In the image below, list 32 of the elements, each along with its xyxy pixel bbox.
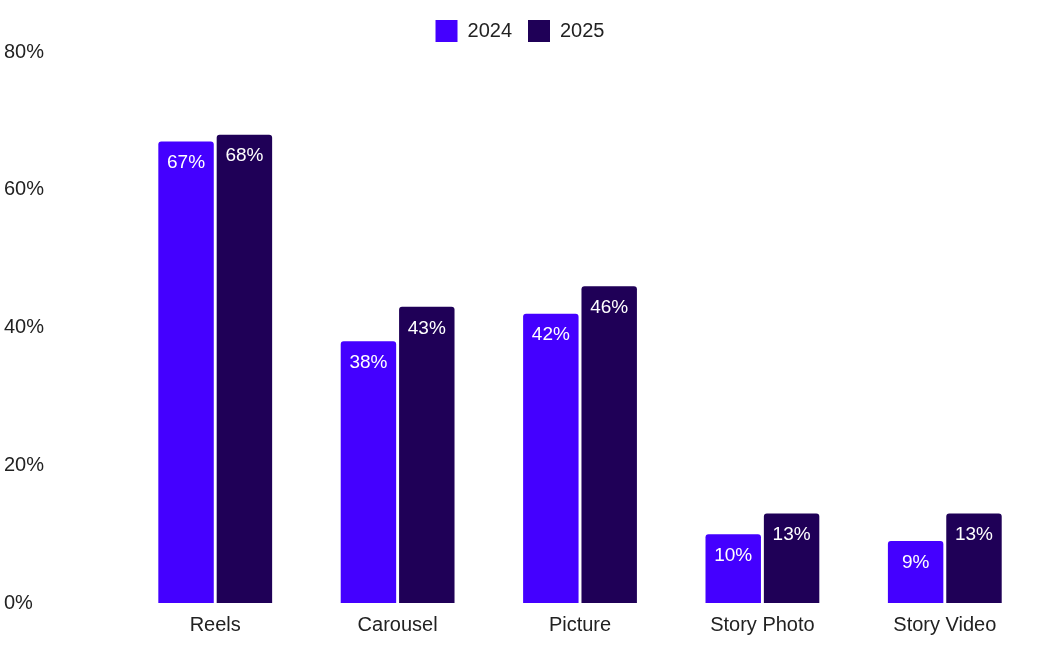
- legend-label: 2024: [467, 18, 513, 41]
- data-label: 9%: [901, 550, 930, 572]
- bar: [887, 541, 944, 603]
- y-tick-label: 60%: [4, 177, 45, 200]
- bar: [216, 134, 273, 603]
- data-label: 10%: [714, 543, 753, 565]
- y-tick-label: 20%: [4, 452, 45, 475]
- x-tick-label: Story Video: [893, 612, 997, 635]
- bar: [763, 513, 820, 603]
- bar: [581, 286, 637, 603]
- y-tick-label: 0%: [4, 590, 34, 613]
- y-tick-label: 40%: [4, 315, 45, 338]
- bar: [705, 534, 761, 603]
- bar: [946, 513, 1002, 603]
- bar: [158, 141, 214, 603]
- x-tick-label: Carousel: [357, 612, 438, 635]
- data-label: 68%: [225, 144, 264, 166]
- bar: [523, 313, 579, 603]
- bar: [340, 341, 397, 603]
- data-label: 67%: [167, 151, 206, 173]
- data-label: 38%: [349, 351, 388, 373]
- data-label: 43%: [407, 316, 446, 338]
- data-label: 13%: [954, 523, 994, 545]
- bar: [399, 306, 455, 603]
- data-label: 46%: [590, 295, 629, 317]
- x-tick-label: Reels: [189, 612, 241, 635]
- x-tick-label: Picture: [548, 612, 612, 635]
- x-tick-label: Story Photo: [710, 612, 815, 635]
- y-tick-label: 80%: [4, 39, 45, 62]
- legend-label: 2025: [560, 18, 605, 41]
- data-label: 42%: [531, 323, 570, 345]
- data-label: 13%: [772, 523, 811, 545]
